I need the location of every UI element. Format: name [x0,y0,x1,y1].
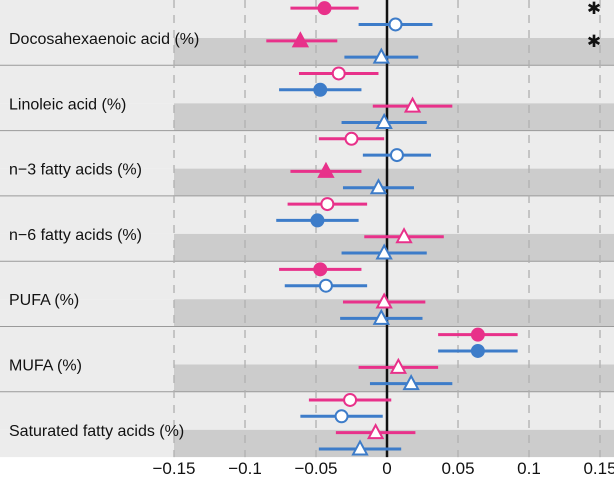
x-tick-label: 0 [382,459,391,478]
estimate-point-blue_triangle [372,47,390,64]
band-light [0,195,614,234]
band-light [0,130,614,169]
estimate-point-pink_circle [470,327,485,342]
band-light-label-area [0,168,174,196]
x-tick-label: 0.15 [583,459,614,478]
x-tick-label: −0.1 [228,459,262,478]
estimate-point-pink_circle [313,262,328,277]
estimate-point-pink_circle [344,131,359,146]
estimate-point-pink_circle [331,66,346,81]
significance-markers: ✱✱ [587,0,601,52]
estimate-marks [266,1,518,456]
grid-lines [173,0,601,458]
band-dark [174,38,614,66]
row-label: Linoleic acid (%) [9,96,126,113]
band-light [0,326,614,365]
estimate-point-pink_circle [317,1,332,16]
row-label: PUFA (%) [9,292,79,309]
estimate-point-pink_circle [320,197,335,212]
band-light-label-area [0,38,174,66]
estimate-point-pink_triangle [389,357,408,374]
band-light [0,0,614,38]
band-dark [174,429,614,458]
significance-marker: ✱ [587,32,601,52]
estimate-point-pink_triangle [375,292,393,309]
estimate-point-blue_circle [388,17,403,32]
band-light-label-area [0,103,174,131]
estimate-point-blue_triangle [372,308,390,325]
band-light-label-area [0,429,174,458]
band-dark [174,233,614,262]
estimate-point-blue_circle [310,213,325,228]
row-label: n−6 fatty acids (%) [9,227,142,244]
band-light-label-area [0,364,174,392]
row-label: MUFA (%) [9,358,82,375]
x-axis-ticks: −0.15 −0.1 −0.05 0 0.05 0.1 0.15 [152,459,614,478]
band-dark [174,299,614,327]
estimate-point-pink_triangle [395,227,413,244]
estimate-point-blue_circle [334,409,349,424]
x-tick-label: −0.15 [152,459,195,478]
estimate-point-blue_triangle [402,374,420,391]
band-light [0,261,614,300]
x-tick-label: 0.05 [441,459,474,478]
estimate-point-blue_circle [470,343,485,358]
row-labels: Docosahexaenoic acid (%) Linoleic acid (%… [9,31,199,440]
estimate-point-pink_triangle [366,423,385,440]
estimate-point-pink_triangle [317,161,335,178]
estimate-point-blue_circle [313,82,328,97]
band-dark [174,168,614,196]
row-label: n−3 fatty acids (%) [9,162,142,179]
row-label: Saturated fatty acids (%) [9,423,184,440]
estimate-point-blue_triangle [375,112,393,129]
band-light-label-area [0,299,174,327]
estimate-point-pink_triangle [403,96,422,113]
estimate-point-blue_circle [389,148,404,163]
x-tick-label: −0.05 [294,459,337,478]
band-light [0,65,614,104]
significance-marker: ✱ [587,0,601,19]
estimate-point-blue_triangle [369,178,388,195]
row-bands [0,0,614,458]
estimate-point-pink_circle [343,392,358,407]
band-dark [174,103,614,131]
band-light-label-area [0,233,174,262]
estimate-point-pink_triangle [291,31,310,48]
estimate-point-blue_triangle [351,439,369,456]
row-label: Docosahexaenoic acid (%) [9,31,199,48]
estimate-point-blue_triangle [375,243,393,260]
estimate-point-blue_circle [318,278,333,293]
band-light [0,391,614,430]
x-tick-label: 0.1 [517,459,541,478]
